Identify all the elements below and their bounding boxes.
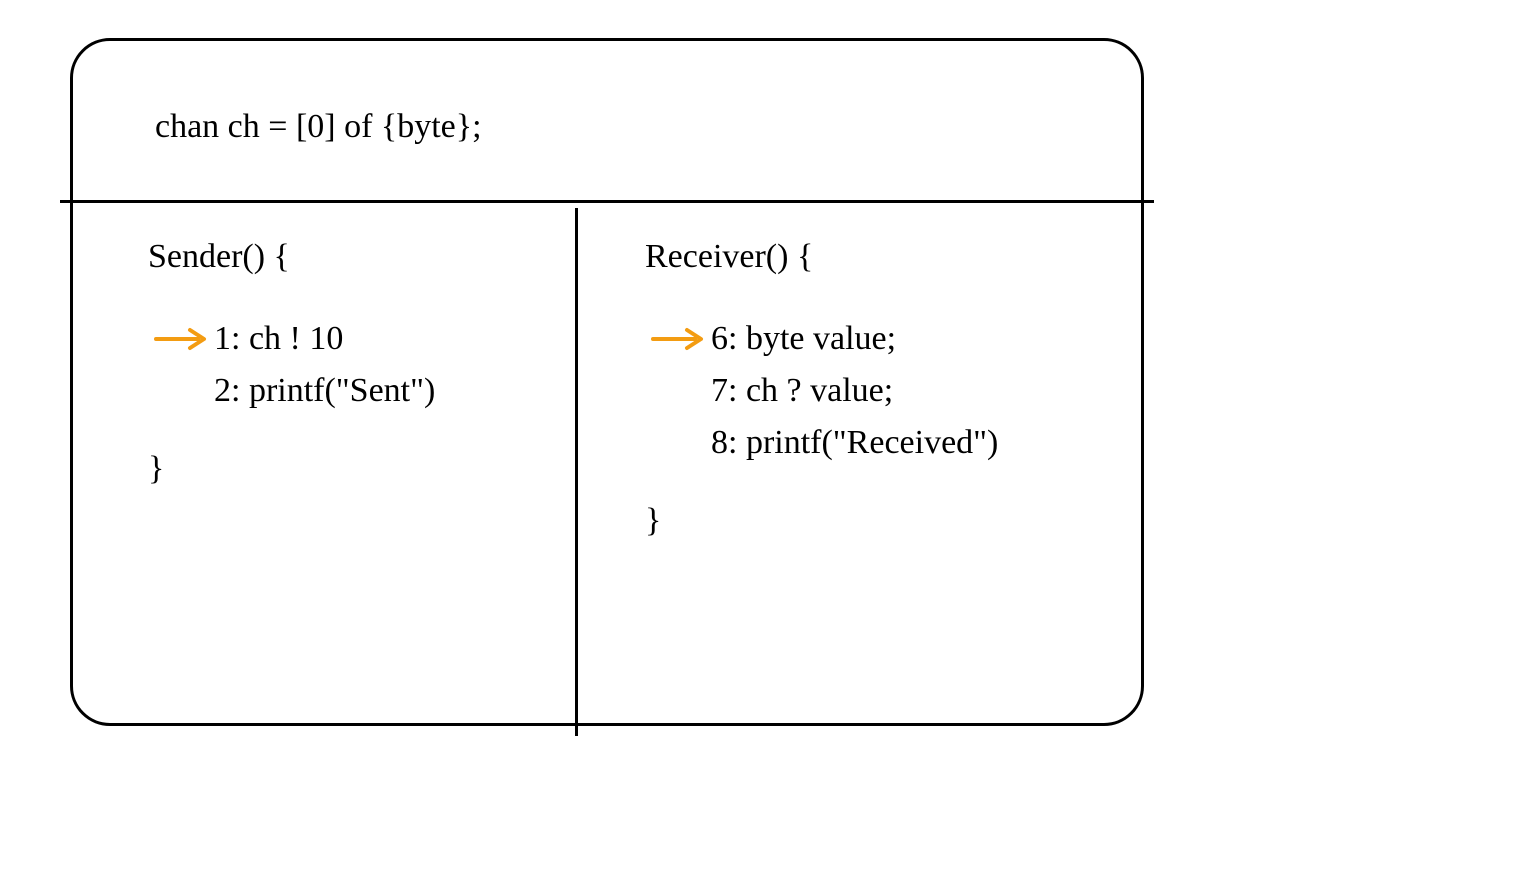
vertical-divider [575, 208, 578, 736]
receiver-title: Receiver() { [645, 238, 1125, 276]
arrow-icon [651, 327, 705, 351]
receiver-pane: Receiver() { 6: byte value; 7: ch ? value… [645, 238, 1125, 540]
diagram-container: chan ch = [0] of {byte}; Sender() { 1: c… [70, 38, 1144, 726]
receiver-lines: 6: byte value; 7: ch ? value; 8: printf("R… [645, 316, 1125, 466]
receiver-close: } [645, 502, 1125, 540]
sender-title: Sender() { [148, 238, 568, 276]
code-line: 2: printf("Sent") [148, 368, 568, 414]
code-text: 6: byte value; [711, 320, 896, 358]
code-line: 7: ch ? value; [645, 368, 1125, 414]
code-line: 6: byte value; [645, 316, 1125, 362]
code-text: 2: printf("Sent") [214, 372, 435, 410]
sender-lines: 1: ch ! 10 2: printf("Sent") [148, 316, 568, 414]
sender-pane: Sender() { 1: ch ! 10 2: printf("Sent") } [148, 238, 568, 488]
code-line: 1: ch ! 10 [148, 316, 568, 362]
code-line: 8: printf("Received") [645, 420, 1125, 466]
code-text: 1: ch ! 10 [214, 320, 343, 358]
arrow-slot [148, 327, 214, 351]
code-text: 7: ch ? value; [711, 372, 893, 410]
arrow-icon [154, 327, 208, 351]
horizontal-divider [60, 200, 1154, 203]
sender-close: } [148, 450, 568, 488]
header-code: chan ch = [0] of {byte}; [155, 108, 482, 146]
code-text: 8: printf("Received") [711, 424, 998, 462]
arrow-slot [645, 327, 711, 351]
